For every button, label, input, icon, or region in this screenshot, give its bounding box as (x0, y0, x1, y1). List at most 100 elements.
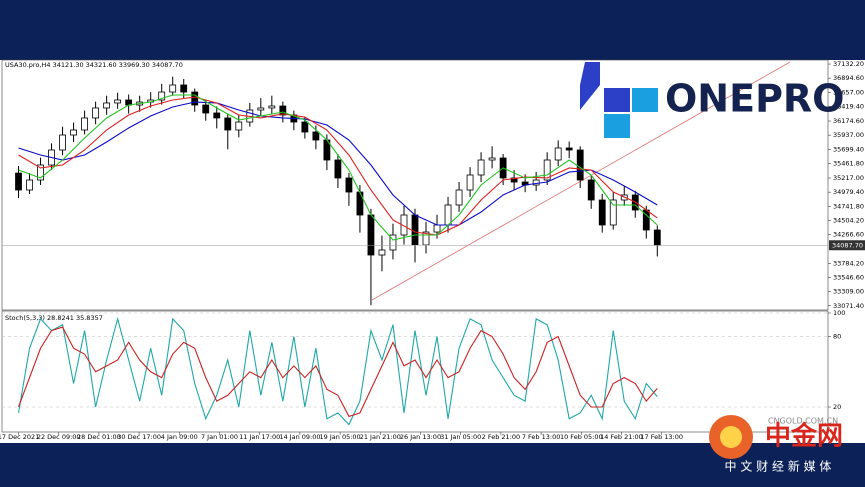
candle-body (543, 159, 551, 181)
candle-body (367, 214, 375, 256)
candle-body (180, 84, 188, 93)
candle-body (301, 121, 309, 133)
series-line (18, 94, 658, 241)
candle-body (279, 105, 287, 116)
x-tick-label: 4 Jan 09:00 (161, 433, 198, 441)
slogan: 中 文 财 经 新 媒 体 (725, 459, 832, 474)
y-tick-label: 34979.40 (833, 188, 864, 196)
y-tick-label: 34266.60 (833, 231, 864, 239)
candle-body (411, 214, 419, 246)
y-tick-label: 100 (833, 309, 845, 317)
trend-line (371, 61, 791, 301)
last-price-box (829, 240, 865, 251)
x-tick-label: 28 Dec 01:00 (77, 433, 121, 441)
candle-body (312, 131, 320, 141)
series-line (18, 326, 658, 418)
y-tick-label: 35937.00 (833, 131, 864, 139)
candle-body (334, 159, 342, 179)
x-tick-label: 21 Jan 21:00 (360, 433, 401, 441)
candle-body (345, 177, 353, 193)
candle-body (235, 121, 243, 131)
candle-body (576, 149, 584, 181)
stoch-panel (1, 310, 829, 433)
candle-body (587, 179, 595, 201)
logo-shape (580, 62, 600, 110)
candle-body (488, 157, 496, 161)
y-tick-label: 36174.60 (833, 117, 864, 125)
x-tick-label: 7 Jan 01:00 (201, 433, 238, 441)
candle-body (466, 174, 474, 191)
brand-name: 中金网 (765, 421, 843, 452)
candle-body (26, 179, 33, 191)
series-line (18, 96, 658, 236)
logo-text: ONEPRO (665, 77, 844, 121)
x-tick-label: 31 Jan 05:00 (440, 433, 481, 441)
series-line (18, 101, 658, 226)
y-tick-label: 36657.00 (833, 88, 864, 96)
candle-body (213, 112, 221, 119)
candle-body (191, 91, 199, 106)
y-tick-label: 80 (833, 333, 841, 341)
candle-body (565, 147, 573, 151)
x-tick-label: 30 Dec 17:00 (117, 433, 161, 441)
x-tick-label: 19 Jan 05:00 (320, 433, 361, 441)
candle-body (356, 191, 364, 216)
y-tick-label: 33309.00 (833, 288, 864, 296)
candle-body (81, 117, 88, 131)
x-tick-label: 22 Dec 09:00 (37, 433, 81, 441)
candle-body (598, 199, 606, 226)
candle-body (92, 107, 100, 119)
panel-title: USA30.pro,H4 34121.30 34321.60 33969.30 … (5, 61, 183, 69)
panel-title: Stoch(5,3,3) 28.8241 35.8357 (5, 314, 103, 322)
y-tick-label: 37132.20 (833, 60, 864, 68)
main-panel (1, 59, 829, 311)
candle-body (224, 117, 232, 131)
cngold-icon (720, 426, 742, 448)
candle-body (653, 229, 661, 246)
onepro-logo: ONEPRO (580, 62, 844, 138)
candle-body (389, 234, 397, 251)
x-tick-label: 7 Feb 13:00 (522, 433, 561, 441)
candle-body (70, 129, 77, 136)
x-tick-label: 14 Feb 21:00 (600, 433, 643, 441)
candle-body (532, 179, 540, 186)
x-tick-label: 10 Feb 05:00 (560, 433, 603, 441)
last-price-label: 34087.70 (832, 241, 863, 249)
candle-body (477, 159, 485, 176)
logo-shape (632, 88, 658, 112)
y-tick-label: 20 (833, 403, 841, 411)
x-tick-label: 11 Jan 17:00 (239, 433, 280, 441)
x-tick-label: 17 Dec 2021 (0, 433, 39, 441)
x-tick-label: 17 Feb 13:00 (640, 433, 683, 441)
y-tick-label: 35461.80 (833, 159, 864, 167)
y-tick-label: 35699.40 (833, 145, 864, 153)
candle-body (554, 147, 562, 161)
candle-body (103, 102, 111, 109)
candle-body (433, 224, 441, 233)
logo-shape (604, 88, 630, 112)
y-tick-label: 35217.00 (833, 174, 864, 182)
x-tick-label: 14 Jan 09:00 (279, 433, 320, 441)
y-tick-label: 36894.60 (833, 74, 864, 82)
candle-body (59, 134, 66, 151)
x-tick-label: 2 Feb 21:00 (482, 433, 521, 441)
candle-body (158, 91, 166, 101)
candle-body (422, 231, 430, 246)
x-tick-label: 26 Jan 13:00 (400, 433, 441, 441)
y-tick-label: 36419.40 (833, 102, 864, 110)
candle-body (609, 199, 617, 226)
logo-shape (604, 114, 630, 138)
candle-body (37, 164, 44, 181)
series-line (17, 316, 658, 426)
candle-body (268, 105, 276, 109)
y-tick-label: 34504.20 (833, 216, 864, 224)
y-tick-label: 34741.80 (833, 202, 864, 210)
site-text: CNGOLD.COM.CN (768, 417, 838, 426)
candle-body (455, 189, 463, 206)
candle-body (15, 172, 22, 191)
candle-body (378, 249, 386, 256)
candle-body (257, 107, 265, 111)
y-tick-label: 33784.20 (833, 259, 864, 267)
y-tick-label: 33546.60 (833, 273, 864, 281)
